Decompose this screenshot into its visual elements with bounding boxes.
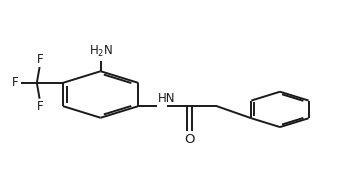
Text: O: O [184, 133, 195, 146]
Text: H$_2$N: H$_2$N [88, 44, 113, 59]
Text: F: F [37, 100, 44, 113]
Text: F: F [37, 53, 44, 66]
Text: HN: HN [158, 92, 176, 105]
Text: F: F [12, 76, 18, 89]
